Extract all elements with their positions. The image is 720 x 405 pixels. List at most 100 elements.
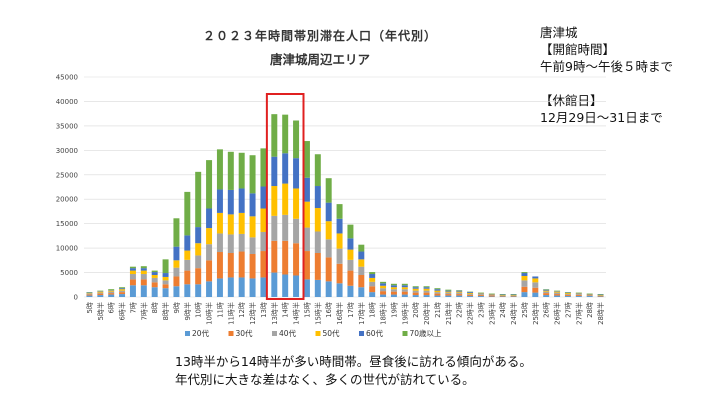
bar-segment	[293, 218, 300, 244]
bar-segment	[129, 274, 136, 280]
y-tick-label: 15000	[56, 220, 78, 228]
x-tick-label: 12時	[238, 302, 246, 318]
x-tick-label: 16時半	[335, 302, 344, 325]
bar-segment	[564, 294, 571, 296]
bar-segment	[521, 272, 528, 274]
bar-segment	[119, 294, 126, 297]
x-tick-label: 8時半	[161, 302, 170, 320]
bar-segment	[412, 295, 419, 297]
bar-segment	[564, 295, 571, 297]
bar-segment	[412, 287, 419, 289]
bar-segment	[260, 277, 267, 297]
bar-segment	[543, 293, 550, 296]
bar-segment	[238, 152, 245, 189]
bar-segment	[456, 291, 463, 293]
bar-segment	[390, 289, 397, 292]
bar-segment	[271, 156, 278, 187]
bar-segment	[195, 268, 202, 285]
x-tick-label: 14時半	[292, 302, 301, 325]
bar-segment	[380, 294, 387, 297]
bar-segment	[97, 291, 104, 293]
bar-segment	[151, 275, 158, 278]
bar-segment	[369, 292, 376, 297]
bar-segment	[216, 149, 223, 190]
x-tick-label: 13時	[260, 302, 268, 318]
bar-segment	[151, 277, 158, 283]
bar-segment	[238, 277, 245, 297]
bar-segment	[206, 160, 213, 209]
bar-segment	[401, 294, 408, 297]
bar-segment	[227, 234, 234, 253]
bar-segment	[336, 204, 343, 219]
legend-swatch	[315, 331, 321, 336]
bar-segment	[140, 285, 147, 297]
bar-segment	[325, 178, 332, 203]
bar-segment	[380, 281, 387, 284]
bar-segment	[554, 291, 561, 293]
bar-segment	[314, 154, 321, 187]
opening-hours: 午前9時～午後５時まで	[540, 59, 673, 74]
x-tick-label: 26時	[543, 302, 551, 318]
x-tick-label: 16時	[325, 302, 333, 318]
bar-segment	[162, 288, 169, 297]
bar-segment	[238, 212, 245, 234]
bar-segment	[162, 280, 169, 285]
bar-segment	[532, 282, 539, 288]
bar-segment	[184, 270, 191, 285]
bar-segment	[521, 292, 528, 297]
opening-hours-label: 【開館時間】	[540, 42, 616, 57]
x-tick-label: 10時半	[205, 302, 214, 325]
x-tick-label: 21時	[434, 302, 442, 318]
bar-segment	[227, 253, 234, 278]
bar-segment	[249, 253, 256, 279]
bar-segment	[151, 282, 158, 288]
bar-segment	[271, 215, 278, 241]
bar-segment	[314, 279, 321, 297]
bar-segment	[347, 224, 354, 239]
bar-segment	[97, 293, 104, 296]
bar-segment	[575, 296, 582, 297]
bar-segment	[227, 277, 234, 297]
bar-segment	[423, 292, 430, 296]
bar-segment	[488, 295, 495, 297]
x-tick-label: 6時	[108, 302, 116, 313]
bar-segment	[358, 266, 365, 275]
bar-segment	[412, 292, 419, 296]
bar-segment	[303, 251, 310, 280]
x-tick-label: 7時半	[139, 302, 148, 320]
bar-segment	[140, 279, 147, 286]
bar-segment	[380, 285, 387, 289]
bar-segment	[347, 249, 354, 260]
bar-segment	[434, 292, 441, 294]
bar-segment	[303, 177, 310, 202]
bar-segment	[173, 246, 180, 261]
legend-swatch	[185, 331, 190, 336]
bar-segment	[554, 292, 561, 295]
bar-segment	[173, 218, 180, 247]
bar-segment	[358, 259, 365, 267]
bar-segment	[162, 273, 169, 277]
bar-segment	[369, 272, 376, 275]
x-tick-label: 17時	[347, 302, 355, 318]
bar-segment	[369, 281, 376, 287]
x-tick-label: 22時	[456, 302, 464, 318]
bar-segment	[86, 294, 93, 296]
bar-segment	[325, 202, 332, 222]
bar-segment	[271, 240, 278, 273]
x-tick-label: 9時	[173, 302, 181, 313]
bar-segment	[184, 259, 191, 271]
bar-segment	[456, 294, 463, 296]
bar-segment	[369, 277, 376, 282]
bar-segment	[358, 287, 365, 297]
bar-segment	[184, 250, 191, 260]
legend-swatch	[402, 331, 408, 336]
bar-segment	[108, 290, 115, 292]
x-tick-label: 28時半	[596, 302, 605, 325]
bar-segment	[249, 155, 256, 194]
bar-segment	[434, 293, 441, 296]
bar-segment	[554, 294, 561, 296]
bar-segment	[477, 294, 484, 296]
y-tick-label: 40000	[56, 98, 78, 106]
bar-segment	[314, 208, 321, 232]
